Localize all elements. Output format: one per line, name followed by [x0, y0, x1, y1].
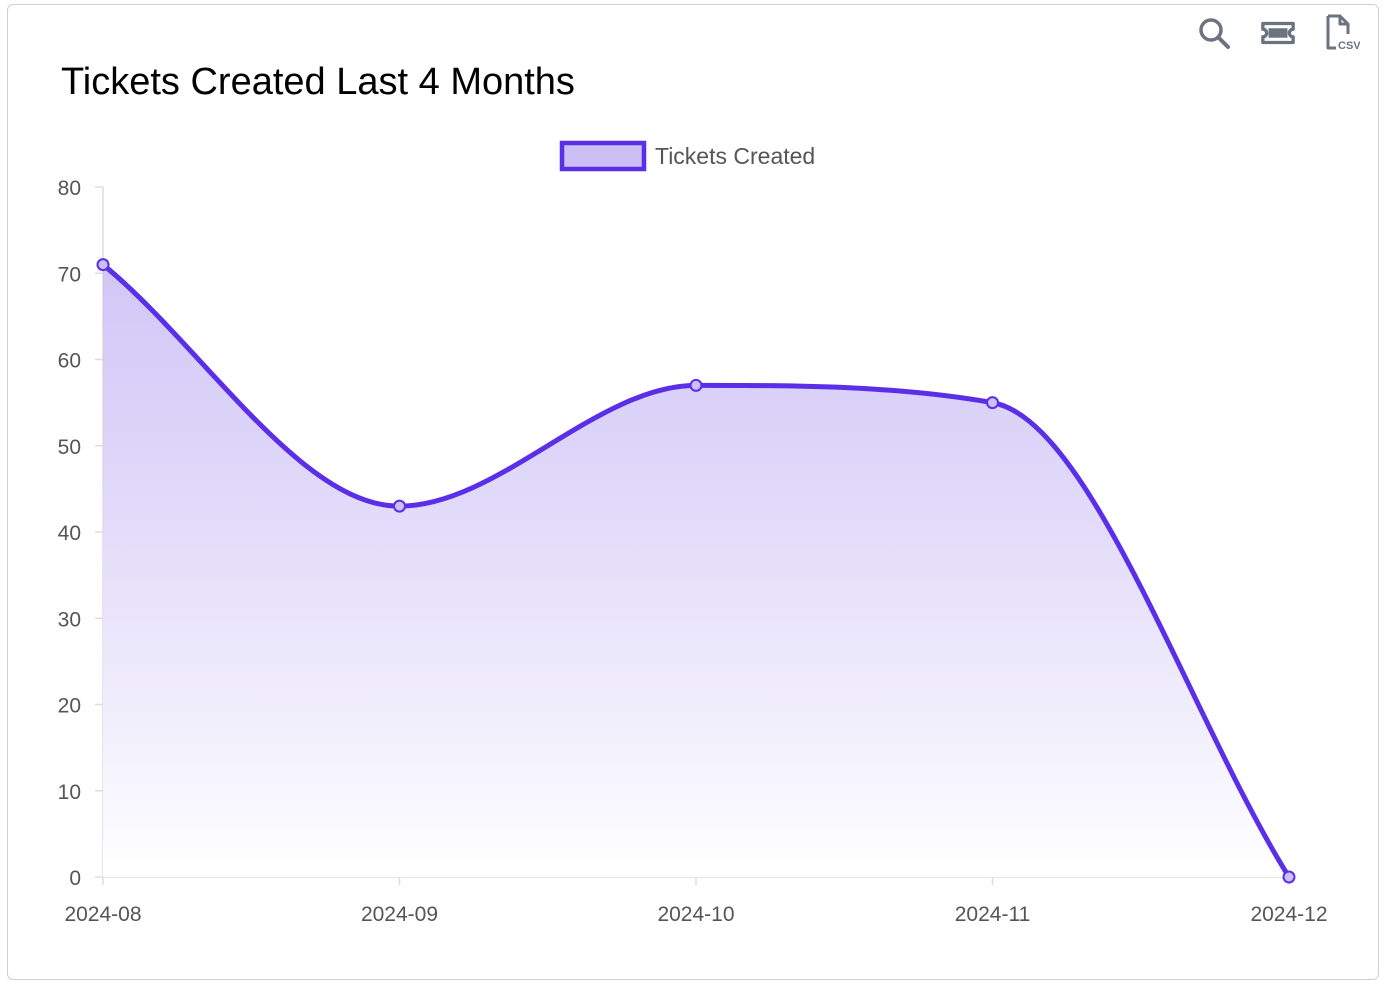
y-tick-label: 40	[58, 522, 81, 545]
legend-swatch	[559, 140, 647, 172]
x-tick-label: 2024-12	[1250, 903, 1327, 926]
x-tick-label: 2024-10	[657, 903, 734, 926]
y-tick-label: 10	[58, 781, 81, 804]
x-tick-label: 2024-11	[955, 903, 1031, 926]
y-tick-label: 50	[58, 436, 81, 459]
y-tick-label: 20	[58, 695, 81, 718]
legend-label: Tickets Created	[655, 143, 815, 169]
download-csv-button[interactable]: CSV	[1324, 14, 1360, 52]
x-tick-label: 2024-09	[361, 903, 438, 926]
ticket-icon	[1261, 21, 1295, 45]
data-point-2024-12[interactable]	[1282, 870, 1296, 884]
data-point-2024-10[interactable]	[689, 378, 703, 392]
y-tick-label: 70	[58, 263, 81, 286]
data-point-2024-09[interactable]	[393, 499, 406, 513]
y-tick-label: 30	[58, 608, 81, 631]
series-area-fill	[103, 264, 1289, 877]
data-point-2024-08[interactable]	[96, 258, 110, 272]
y-tick-label: 0	[69, 867, 81, 890]
magnifier-icon	[1199, 18, 1230, 49]
zoom-button[interactable]	[1196, 15, 1232, 51]
csv-label: CSV	[1338, 40, 1360, 52]
y-tick-label: 60	[58, 350, 81, 373]
chart-title: Tickets Created Last 4 Months	[61, 61, 575, 103]
pan-button[interactable]	[1260, 15, 1296, 51]
series-line	[100, 262, 1292, 880]
y-tick-label: 80	[58, 177, 81, 200]
data-point-2024-11[interactable]	[986, 396, 999, 410]
legend-item[interactable]: Tickets Created	[559, 140, 815, 172]
csv-file-icon: CSV	[1326, 14, 1360, 52]
x-tick-label: 2024-08	[64, 903, 141, 926]
chart-toolbar: CSV	[1196, 14, 1360, 52]
